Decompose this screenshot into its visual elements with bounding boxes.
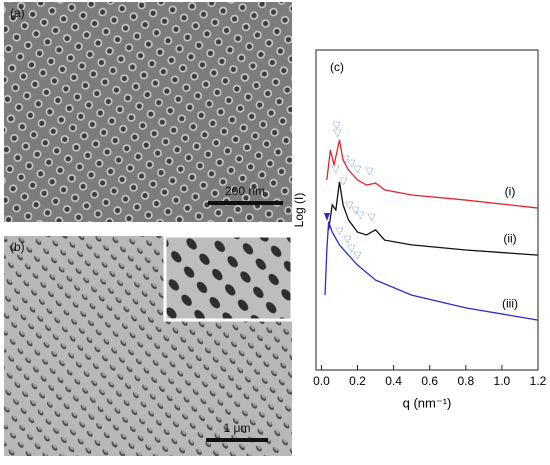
peak-marker xyxy=(324,213,330,221)
scale-label: 1 μm xyxy=(224,421,251,435)
tem-image xyxy=(4,2,292,222)
sem-inset xyxy=(163,234,294,322)
panel-label: (b) xyxy=(10,240,25,254)
x-tick-label: 1.2 xyxy=(530,374,547,388)
panel-label: (c) xyxy=(330,60,344,74)
scale-bar xyxy=(206,438,268,442)
x-tick-label: 0.4 xyxy=(385,374,402,388)
peak-markers xyxy=(331,121,376,260)
series-label: (ii) xyxy=(503,231,516,245)
panel-label: (a) xyxy=(10,6,25,20)
x-axis-label: q (nm⁻¹) xyxy=(403,395,452,410)
x-tick-label: 0.0 xyxy=(313,374,330,388)
x-tick-label: 1.0 xyxy=(494,374,511,388)
scale-label: 200 nm xyxy=(225,184,265,198)
curve xyxy=(324,221,539,321)
plot-frame xyxy=(315,49,539,371)
series-label: (i) xyxy=(505,184,516,198)
scale-bar xyxy=(208,201,283,205)
curve xyxy=(327,181,539,256)
x-tick-label: 0.2 xyxy=(349,374,366,388)
y-axis-label: Log (I) xyxy=(292,193,306,228)
x-tick-label: 0.8 xyxy=(457,374,474,388)
curve xyxy=(326,139,539,209)
series-label: (iii) xyxy=(502,296,518,310)
x-tick-label: 0.6 xyxy=(421,374,438,388)
